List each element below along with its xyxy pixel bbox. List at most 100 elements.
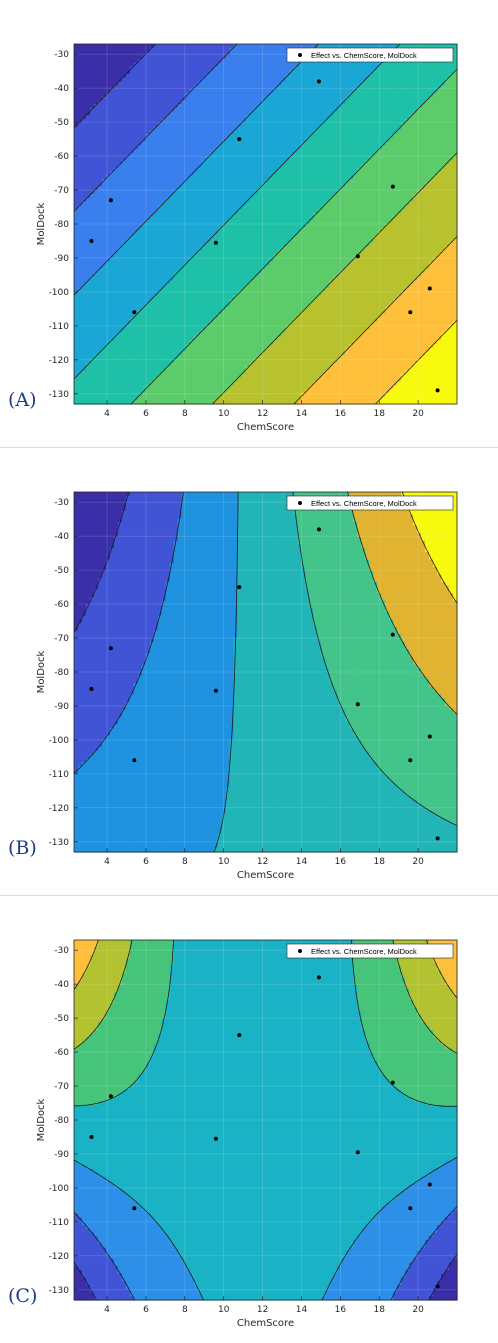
x-tick-label: 10 bbox=[218, 409, 230, 419]
y-tick-label: -60 bbox=[54, 1048, 69, 1058]
y-tick-label: -50 bbox=[54, 118, 69, 128]
x-tick-label: 20 bbox=[412, 857, 424, 867]
y-tick-label: -90 bbox=[54, 702, 69, 712]
data-point bbox=[90, 687, 94, 691]
data-point bbox=[408, 310, 412, 314]
data-point bbox=[109, 198, 113, 202]
x-tick-label: 6 bbox=[143, 409, 149, 419]
data-point bbox=[214, 689, 218, 693]
data-point bbox=[408, 1206, 412, 1210]
data-point bbox=[356, 702, 360, 706]
data-point bbox=[317, 527, 321, 531]
data-point bbox=[237, 1033, 241, 1037]
y-tick-label: -80 bbox=[54, 668, 69, 678]
y-tick-label: -50 bbox=[54, 566, 69, 576]
data-point bbox=[436, 388, 440, 392]
legend: Effect vs. ChemScore, MolDock bbox=[287, 944, 453, 958]
x-tick-label: 18 bbox=[374, 409, 386, 419]
legend-marker bbox=[298, 501, 302, 505]
y-axis-label: MolDock bbox=[36, 1098, 47, 1141]
y-tick-label: -70 bbox=[54, 186, 69, 196]
panel-label: (A) bbox=[8, 389, 37, 411]
x-tick-label: 20 bbox=[412, 1305, 424, 1315]
data-point bbox=[428, 1183, 432, 1187]
y-tick-label: -80 bbox=[54, 1116, 69, 1126]
y-tick-label: -120 bbox=[49, 1252, 70, 1262]
data-point bbox=[391, 185, 395, 189]
contour-fill bbox=[74, 940, 458, 1301]
legend-marker bbox=[298, 949, 302, 953]
x-axis-label: ChemScore bbox=[237, 870, 294, 881]
panel-label: (B) bbox=[8, 837, 37, 859]
x-tick-label: 14 bbox=[296, 1305, 308, 1315]
data-point bbox=[428, 735, 432, 739]
y-tick-label: -40 bbox=[54, 84, 69, 94]
legend: Effect vs. ChemScore, MolDock bbox=[287, 48, 453, 62]
legend-label: Effect vs. ChemScore, MolDock bbox=[311, 51, 417, 60]
y-tick-label: -40 bbox=[54, 532, 69, 542]
y-tick-label: -30 bbox=[54, 946, 69, 956]
y-tick-label: -70 bbox=[54, 634, 69, 644]
data-point bbox=[317, 79, 321, 83]
data-point bbox=[428, 287, 432, 291]
data-point bbox=[356, 1150, 360, 1154]
data-point bbox=[436, 1284, 440, 1288]
x-tick-label: 16 bbox=[335, 1305, 347, 1315]
x-tick-label: 10 bbox=[218, 1305, 230, 1315]
data-point bbox=[109, 1094, 113, 1098]
y-tick-label: -130 bbox=[49, 390, 70, 400]
data-point bbox=[317, 975, 321, 979]
x-tick-label: 18 bbox=[374, 1305, 386, 1315]
y-tick-label: -120 bbox=[49, 356, 70, 366]
y-tick-label: -130 bbox=[49, 1286, 70, 1296]
data-point bbox=[214, 1137, 218, 1141]
data-point bbox=[90, 239, 94, 243]
x-tick-label: 20 bbox=[412, 409, 424, 419]
x-tick-label: 18 bbox=[374, 857, 386, 867]
x-tick-label: 14 bbox=[296, 409, 308, 419]
y-tick-label: -50 bbox=[54, 1014, 69, 1024]
x-axis-label: ChemScore bbox=[237, 1318, 294, 1329]
legend-label: Effect vs. ChemScore, MolDock bbox=[311, 499, 417, 508]
y-tick-label: -70 bbox=[54, 1082, 69, 1092]
y-tick-label: -40 bbox=[54, 980, 69, 990]
data-point bbox=[391, 1081, 395, 1085]
x-axis-label: ChemScore bbox=[237, 422, 294, 433]
legend: Effect vs. ChemScore, MolDock bbox=[287, 496, 453, 510]
data-point bbox=[132, 1206, 136, 1210]
data-point bbox=[109, 646, 113, 650]
legend-marker bbox=[298, 53, 302, 57]
data-point bbox=[391, 633, 395, 637]
data-point bbox=[132, 758, 136, 762]
legend-label: Effect vs. ChemScore, MolDock bbox=[311, 947, 417, 956]
x-tick-label: 12 bbox=[257, 857, 268, 867]
y-tick-label: -60 bbox=[54, 152, 69, 162]
x-tick-label: 4 bbox=[104, 409, 110, 419]
x-tick-label: 12 bbox=[257, 1305, 268, 1315]
x-tick-label: 14 bbox=[296, 857, 308, 867]
x-tick-label: 12 bbox=[257, 409, 268, 419]
y-axis-label: MolDock bbox=[36, 650, 47, 693]
data-point bbox=[408, 758, 412, 762]
x-tick-label: 4 bbox=[104, 857, 110, 867]
data-point bbox=[237, 585, 241, 589]
y-tick-label: -60 bbox=[54, 600, 69, 610]
y-tick-label: -30 bbox=[54, 498, 69, 508]
x-tick-label: 16 bbox=[335, 409, 347, 419]
data-point bbox=[90, 1135, 94, 1139]
x-tick-label: 16 bbox=[335, 857, 347, 867]
x-tick-label: 8 bbox=[182, 857, 188, 867]
data-point bbox=[214, 241, 218, 245]
data-point bbox=[237, 137, 241, 141]
data-point bbox=[356, 254, 360, 258]
y-tick-label: -100 bbox=[49, 1184, 70, 1194]
y-tick-label: -110 bbox=[49, 322, 70, 332]
data-point bbox=[132, 310, 136, 314]
y-tick-label: -90 bbox=[54, 1150, 69, 1160]
data-point bbox=[436, 836, 440, 840]
